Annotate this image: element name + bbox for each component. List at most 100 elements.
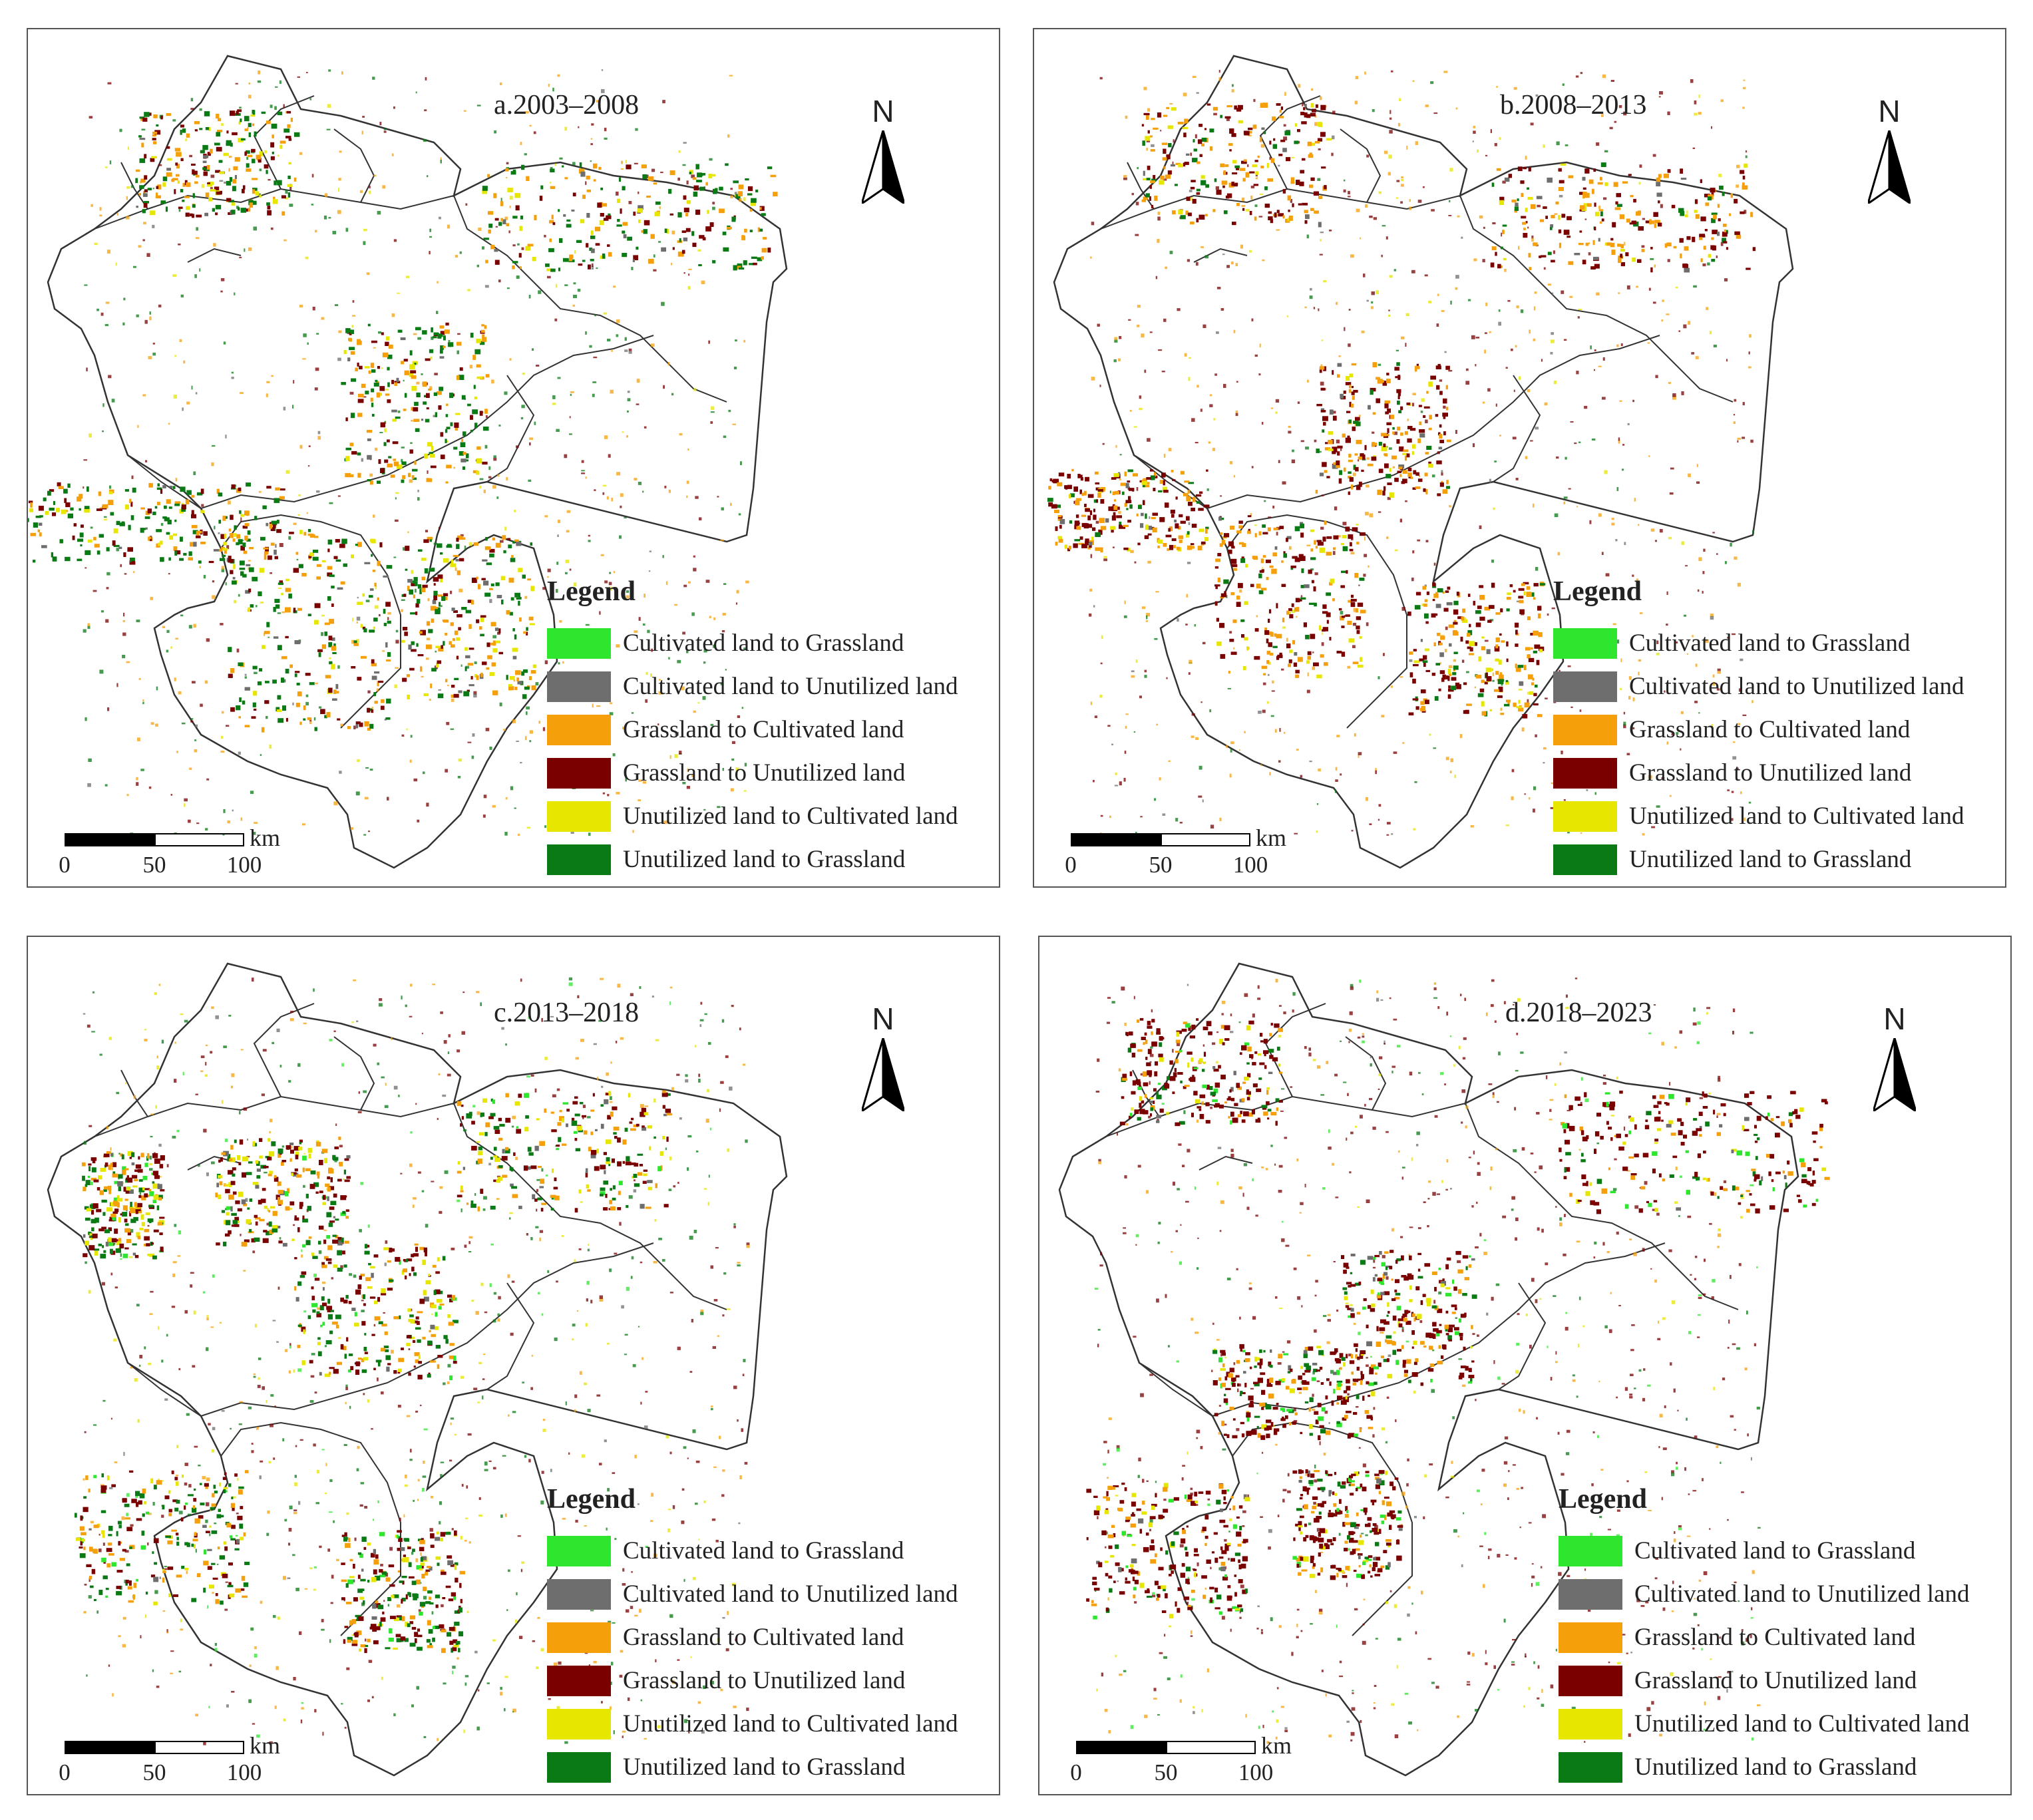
legend-item: Unutilized land to Grassland xyxy=(1559,1745,2011,1789)
county-boundary xyxy=(533,281,727,403)
legend-swatch xyxy=(547,757,611,789)
legend-label: Unutilized land to Grassland xyxy=(623,1753,906,1781)
north-label: N xyxy=(872,1001,894,1036)
region-map xyxy=(47,962,788,1777)
county-boundary xyxy=(1465,1103,1546,1190)
scale-tick-label: 100 xyxy=(226,852,262,878)
legend: Legend Cultivated land to Grassland Cultiv… xyxy=(547,575,1000,881)
legend-swatch xyxy=(547,714,611,745)
legend-label: Unutilized land to Cultivated land xyxy=(1634,1710,1970,1737)
legend-item: Grassland to Cultivated land xyxy=(1553,708,2006,751)
county-boundary xyxy=(453,195,534,283)
scale-tick-label: 50 xyxy=(1149,852,1173,878)
map-panel-b: b.2008–2013 N Legend Cultivated land to G… xyxy=(1033,28,2006,888)
legend-swatch xyxy=(1553,801,1617,832)
panel-title: b.2008–2013 xyxy=(1500,90,1647,120)
legend-swatch xyxy=(547,1622,611,1653)
legend-item: Cultivated land to Unutilized land xyxy=(547,665,1000,708)
scale-tick-label: 50 xyxy=(142,852,166,878)
scale-tick-label: 0 xyxy=(1065,852,1077,878)
county-boundary xyxy=(1545,1189,1739,1310)
county-boundary xyxy=(1345,1036,1387,1111)
scale-tick-label: 100 xyxy=(1232,852,1268,878)
legend-title: Legend xyxy=(1553,576,1642,607)
legend-swatch xyxy=(1559,1708,1622,1739)
scale-bar: km 0 50 100 xyxy=(1065,824,1324,886)
region-map xyxy=(1058,962,1830,1777)
county-boundary xyxy=(1539,281,1734,403)
north-label: N xyxy=(872,94,894,128)
panel-title: d.2018–2023 xyxy=(1505,998,1652,1028)
legend-label: Grassland to Cultivated land xyxy=(1629,716,1911,743)
legend-swatch xyxy=(547,1751,611,1783)
region-map xyxy=(1047,55,1794,869)
legend-swatch xyxy=(547,1535,611,1566)
legend-item: Unutilized land to Cultivated land xyxy=(547,795,1000,838)
region-outline xyxy=(1058,962,1799,1777)
scale-bar: km 0 50 100 xyxy=(1070,1732,1329,1794)
north-arrow-icon xyxy=(862,1038,904,1111)
legend-label: Grassland to Unutilized land xyxy=(1629,759,1912,787)
scale-bar-graphic xyxy=(1071,833,1250,846)
legend-label: Cultivated land to Grassland xyxy=(623,630,904,657)
legend-item: Cultivated land to Unutilized land xyxy=(1559,1572,2011,1616)
legend-item: Cultivated land to Unutilized land xyxy=(547,1572,1000,1616)
legend-title: Legend xyxy=(547,576,636,607)
legend-label: Unutilized land to Cultivated land xyxy=(1629,803,1964,830)
legend-label: Unutilized land to Grassland xyxy=(1634,1753,1917,1781)
legend-item: Unutilized land to Cultivated land xyxy=(547,1702,1000,1745)
scale-bar-graphic xyxy=(65,1741,244,1754)
legend-item: Grassland to Cultivated land xyxy=(547,708,1000,751)
legend-swatch xyxy=(1559,1578,1622,1610)
county-boundary xyxy=(1340,128,1382,203)
map-panel-c: c.2013–2018 N Legend Cultivated land to G… xyxy=(27,936,1000,1795)
county-boundary xyxy=(1139,1242,1666,1417)
legend-item: Cultivated land to Grassland xyxy=(1559,1529,2011,1572)
county-boundary xyxy=(333,1036,375,1111)
legend-label: Unutilized land to Grassland xyxy=(623,846,906,873)
legend-label: Unutilized land to Cultivated land xyxy=(623,803,958,830)
legend-label: Grassland to Unutilized land xyxy=(1634,1667,1917,1694)
legend-label: Unutilized land to Grassland xyxy=(1629,846,1912,873)
region-map xyxy=(28,55,788,869)
county-boundary xyxy=(1100,188,1461,230)
legend-item: Grassland to Cultivated land xyxy=(547,1616,1000,1659)
county-boundary xyxy=(1259,95,1321,190)
scale-tick-label: 50 xyxy=(1154,1759,1178,1785)
panel-title: a.2003–2008 xyxy=(494,90,640,120)
legend-label: Cultivated land to Unutilized land xyxy=(1629,673,1964,700)
legend-swatch xyxy=(1553,757,1617,789)
legend-item: Cultivated land to Grassland xyxy=(547,622,1000,665)
legend-label: Cultivated land to Unutilized land xyxy=(623,673,958,700)
legend-item: Grassland to Unutilized land xyxy=(547,751,1000,795)
legend-item: Unutilized land to Cultivated land xyxy=(1559,1702,2011,1745)
county-boundary xyxy=(187,248,242,263)
county-boundary xyxy=(453,375,535,489)
region-outline xyxy=(47,55,788,869)
land-change-patches xyxy=(1086,978,1830,1744)
north-arrow: N xyxy=(860,1003,906,1130)
legend-label: Grassland to Unutilized land xyxy=(623,1667,906,1694)
legend: Legend Cultivated land to Grassland Cultiv… xyxy=(1559,1483,2011,1789)
county-boundary xyxy=(1133,335,1660,510)
legend-swatch xyxy=(547,1708,611,1739)
legend-swatch xyxy=(1553,714,1617,745)
legend-label: Grassland to Cultivated land xyxy=(1634,1624,1916,1651)
scale-bar-graphic xyxy=(1076,1741,1256,1754)
legend-swatch xyxy=(547,1578,611,1610)
north-arrow-icon xyxy=(862,130,904,204)
legend-label: Cultivated land to Grassland xyxy=(1634,1537,1916,1564)
legend-swatch xyxy=(547,1665,611,1696)
land-change-patches xyxy=(28,69,778,836)
north-label: N xyxy=(1878,94,1901,128)
county-boundary xyxy=(220,514,401,729)
north-arrow: N xyxy=(1871,1003,1918,1130)
scale-tick-label: 0 xyxy=(59,1759,71,1785)
legend-swatch xyxy=(1559,1622,1622,1653)
scale-tick-label: 0 xyxy=(59,852,71,878)
legend-label: Unutilized land to Cultivated land xyxy=(623,1710,958,1737)
legend-swatch xyxy=(547,801,611,832)
legend-label: Cultivated land to Unutilized land xyxy=(1634,1580,1970,1608)
legend-label: Cultivated land to Grassland xyxy=(1629,630,1911,657)
county-boundary xyxy=(1127,162,1155,210)
